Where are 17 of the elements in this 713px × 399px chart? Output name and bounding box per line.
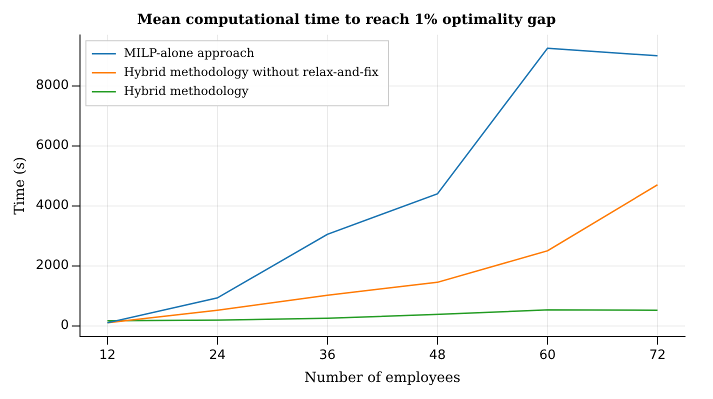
legend-label: MILP-alone approach <box>124 46 255 60</box>
x-tick-label: 72 <box>649 348 666 363</box>
x-tick-label: 48 <box>429 348 446 363</box>
y-tick-label: 6000 <box>36 138 69 154</box>
y-tick-label: 2000 <box>36 258 69 274</box>
legend-label: Hybrid methodology <box>124 84 249 98</box>
x-tick-label: 60 <box>539 348 556 363</box>
x-axis-title: Number of employees <box>304 370 460 386</box>
x-tick-label: 36 <box>319 348 336 363</box>
chart-title: Mean computational time to reach 1% optimality gap <box>137 12 556 28</box>
y-axis-title: Time (s) <box>12 156 28 215</box>
x-tick-label: 24 <box>209 348 226 363</box>
x-tick-label: 12 <box>99 348 116 363</box>
y-tick-label: 8000 <box>36 78 69 94</box>
y-tick-label: 0 <box>60 318 69 334</box>
y-tick-label: 4000 <box>36 198 69 214</box>
legend-label: Hybrid methodology without relax-and-fix <box>124 64 379 79</box>
